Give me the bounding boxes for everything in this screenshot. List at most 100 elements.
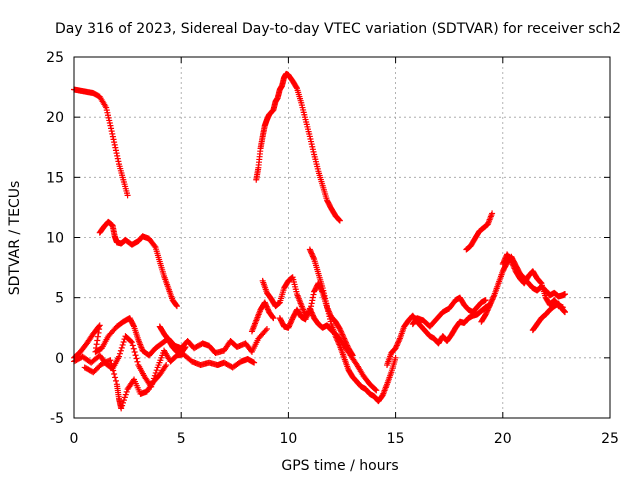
series-arc-1 bbox=[71, 86, 131, 199]
data-point bbox=[96, 326, 103, 333]
data-point bbox=[134, 358, 141, 365]
data-point bbox=[263, 302, 270, 309]
data-point bbox=[395, 338, 402, 345]
data-point bbox=[108, 360, 115, 367]
series-arc-7 bbox=[81, 357, 170, 412]
data-point bbox=[293, 84, 300, 91]
data-point bbox=[263, 325, 270, 332]
series-arc-11 bbox=[306, 246, 399, 405]
data-point bbox=[308, 300, 315, 307]
data-point bbox=[490, 293, 497, 300]
data-point bbox=[133, 355, 140, 362]
series-arc-4 bbox=[463, 210, 496, 253]
grid bbox=[74, 57, 610, 418]
data-point bbox=[96, 322, 103, 329]
data-point bbox=[251, 359, 258, 366]
data-points bbox=[71, 70, 568, 412]
data-point bbox=[119, 341, 126, 348]
data-point bbox=[113, 150, 120, 157]
x-tick-label: 20 bbox=[494, 431, 512, 447]
data-point bbox=[173, 302, 180, 309]
data-point bbox=[181, 344, 188, 351]
y-tick-label: 5 bbox=[55, 291, 64, 307]
data-point bbox=[128, 339, 135, 346]
data-point bbox=[510, 262, 517, 269]
y-tick-label: 10 bbox=[46, 231, 64, 247]
y-tick-label: 25 bbox=[46, 50, 64, 66]
data-point bbox=[112, 147, 119, 154]
data-point bbox=[107, 357, 114, 364]
data-point bbox=[338, 328, 345, 335]
data-point bbox=[117, 347, 124, 354]
data-point bbox=[116, 350, 123, 357]
data-point bbox=[109, 364, 116, 371]
data-point bbox=[511, 265, 518, 272]
data-point bbox=[537, 278, 544, 285]
data-point bbox=[508, 259, 515, 266]
data-point bbox=[127, 338, 134, 345]
data-point bbox=[111, 141, 118, 148]
data-point bbox=[286, 323, 293, 330]
data-point bbox=[484, 307, 491, 314]
x-tick-label: 10 bbox=[279, 431, 297, 447]
data-point bbox=[486, 301, 493, 308]
data-point bbox=[116, 353, 123, 360]
data-point bbox=[123, 388, 130, 395]
data-point bbox=[336, 325, 343, 332]
data-point bbox=[309, 297, 316, 304]
data-point bbox=[288, 317, 295, 324]
data-point bbox=[309, 310, 316, 317]
data-point bbox=[120, 339, 127, 346]
data-point bbox=[306, 305, 313, 312]
x-tick-label: 0 bbox=[70, 431, 79, 447]
data-point bbox=[269, 314, 276, 321]
data-point bbox=[483, 310, 490, 317]
data-point bbox=[130, 345, 137, 352]
data-point bbox=[482, 297, 489, 304]
data-point bbox=[309, 294, 316, 301]
data-point bbox=[489, 296, 496, 303]
data-point bbox=[110, 136, 117, 143]
y-axis-label: SDTVAR / TECUs bbox=[7, 181, 23, 296]
series-arc-13 bbox=[384, 301, 493, 369]
data-point bbox=[112, 377, 119, 384]
series-arc-16 bbox=[499, 251, 566, 311]
data-point bbox=[306, 246, 313, 253]
data-point bbox=[264, 304, 271, 311]
data-point bbox=[118, 405, 125, 412]
y-tick-label: -5 bbox=[50, 411, 64, 427]
data-point bbox=[489, 210, 496, 217]
data-point bbox=[339, 331, 346, 338]
data-point bbox=[372, 386, 379, 393]
series-arc-12 bbox=[248, 299, 277, 335]
data-point bbox=[285, 324, 292, 331]
data-point bbox=[310, 291, 317, 298]
data-point bbox=[489, 295, 496, 302]
series-arc-10 bbox=[276, 305, 380, 394]
series-arc-14 bbox=[409, 294, 489, 330]
data-point bbox=[121, 394, 128, 401]
data-point bbox=[338, 330, 345, 337]
data-point bbox=[261, 299, 268, 306]
data-point bbox=[483, 308, 490, 315]
data-point bbox=[336, 341, 343, 348]
data-point bbox=[335, 338, 342, 345]
data-point bbox=[396, 336, 403, 343]
data-point bbox=[488, 299, 495, 306]
data-point bbox=[110, 367, 117, 374]
data-point bbox=[94, 337, 101, 344]
data-point bbox=[488, 297, 495, 304]
data-point bbox=[334, 337, 341, 344]
data-point bbox=[501, 258, 508, 265]
data-point bbox=[264, 306, 271, 313]
data-point bbox=[561, 309, 568, 316]
data-point bbox=[122, 391, 129, 398]
data-point bbox=[120, 399, 127, 406]
data-point bbox=[339, 332, 346, 339]
x-tick-label: 5 bbox=[177, 431, 186, 447]
data-point bbox=[262, 327, 269, 334]
data-point bbox=[393, 343, 400, 350]
data-point bbox=[335, 340, 342, 347]
data-point bbox=[392, 345, 399, 352]
